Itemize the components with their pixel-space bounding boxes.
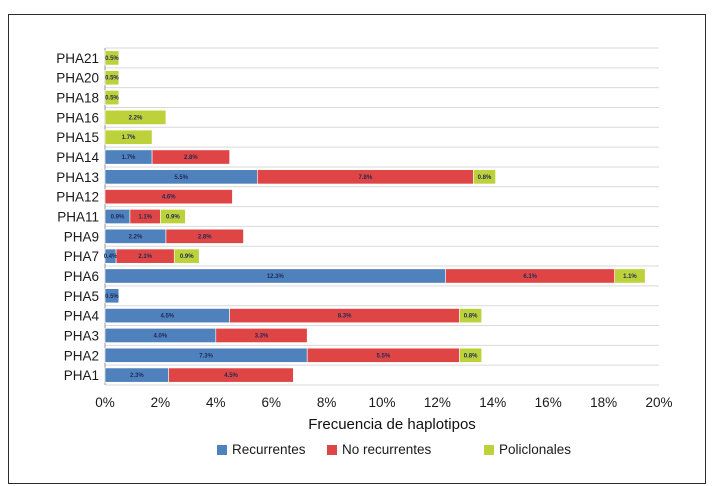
data-label: 3.3%	[255, 333, 269, 339]
data-label: 4.5%	[224, 373, 238, 379]
chart-frame: 0.5% 0.5% 0.5% 2.2% 1.7% 1.7% 2.8% 5.5% 7.8% 0.8%…	[8, 14, 706, 484]
data-label: 2.3%	[130, 373, 144, 379]
category-label: PHA11	[57, 210, 99, 225]
data-label: 0.5%	[105, 294, 119, 300]
legend-swatch	[217, 445, 227, 455]
category-label: PHA5	[64, 289, 99, 304]
data-label: 12.3%	[267, 274, 285, 280]
x-tick-label: 12%	[424, 395, 451, 410]
data-label: 7.8%	[359, 175, 373, 181]
data-label: 4.0%	[154, 333, 168, 339]
data-label: 0.9%	[111, 215, 125, 221]
data-label: 2.8%	[184, 155, 198, 161]
data-label: 2.8%	[198, 234, 212, 240]
bar-area	[104, 50, 646, 383]
data-label: 0.8%	[464, 314, 478, 320]
bar-pha21-policlonales	[104, 50, 120, 66]
legend-label: Recurrentes	[232, 442, 306, 457]
gridlines	[104, 47, 659, 386]
x-tick-label: 18%	[590, 395, 617, 410]
x-tick-label: 14%	[479, 395, 506, 410]
bar-pha20-policlonales	[104, 70, 120, 86]
bar-pha12-no-recurrentes	[104, 189, 233, 205]
category-label: PHA2	[64, 348, 99, 363]
category-label: PHA7	[64, 249, 99, 264]
data-label: 0.4%	[104, 254, 118, 260]
category-label: PHA14	[56, 150, 99, 165]
data-label: 4.6%	[162, 195, 176, 201]
x-tick-label: 4%	[206, 395, 226, 410]
data-label: 6.1%	[523, 274, 537, 280]
data-labels: 0.5% 0.5% 0.5% 2.2% 1.7% 1.7% 2.8% 5.5% 7.8% 0.8%…	[104, 56, 638, 379]
category-label: PHA20	[56, 71, 99, 86]
data-label: 1.7%	[122, 155, 136, 161]
legend-label: No recurrentes	[342, 442, 432, 457]
bar-pha5-recurrentes	[104, 288, 120, 304]
data-label: 2.2%	[129, 234, 143, 240]
x-tick-label: 16%	[535, 395, 562, 410]
data-label: 4.5%	[160, 314, 174, 320]
category-label: PHA6	[64, 269, 99, 284]
category-label: PHA15	[56, 130, 99, 145]
category-label: PHA3	[64, 328, 99, 343]
data-label: 5.5%	[174, 175, 188, 181]
bar-pha3-no-recurrentes	[215, 328, 308, 343]
data-label: 2.2%	[129, 115, 143, 121]
category-label: PHA13	[56, 170, 99, 185]
data-label: 2.1%	[138, 254, 152, 260]
legend-swatch	[327, 445, 337, 455]
data-label: 8.3%	[338, 314, 352, 320]
category-label: PHA16	[56, 110, 99, 125]
data-label: 1.1%	[138, 215, 152, 221]
x-tick-label: 2%	[151, 395, 171, 410]
category-label: PHA4	[64, 309, 100, 324]
category-label: PHA21	[56, 51, 99, 66]
bar-pha15-policlonales	[104, 129, 153, 145]
category-labels: PHA21 PHA20 PHA18 PHA16 PHA15 PHA14 PHA13 PHA12…	[56, 51, 99, 383]
data-label: 0.5%	[105, 96, 119, 102]
data-label: 0.8%	[478, 175, 492, 181]
bar-pha18-policlonales	[104, 90, 120, 105]
category-label: PHA12	[56, 190, 99, 205]
x-tick-label: 0%	[95, 395, 115, 410]
x-tick-label: 8%	[317, 395, 337, 410]
bar-pha11-policlonales	[160, 209, 186, 224]
bar-pha4-policlonales	[459, 308, 483, 324]
bar-pha2-policlonales	[459, 347, 483, 363]
bar-pha13-policlonales	[473, 169, 496, 185]
haplotype-frequency-chart: 0.5% 0.5% 0.5% 2.2% 1.7% 1.7% 2.8% 5.5% 7.8% 0.8%…	[56, 47, 673, 457]
bar-pha9-no-recurrentes	[165, 228, 244, 244]
data-label: 1.1%	[623, 274, 637, 280]
bar-pha14-no-recurrentes	[151, 149, 230, 165]
category-label: PHA9	[64, 229, 99, 244]
legend-swatch	[484, 445, 494, 455]
data-label: 1.7%	[122, 135, 136, 141]
x-tick-label: 10%	[368, 395, 395, 410]
data-label: 0.9%	[166, 215, 180, 221]
x-tick-labels: 0% 2% 4% 6% 8% 10% 12% 14% 16% 18% 20%	[95, 395, 672, 410]
bar-pha1-no-recurrentes	[168, 367, 294, 383]
data-label: 0.9%	[180, 254, 194, 260]
legend: Recurrentes No recurrentes Policlonales	[217, 442, 571, 457]
data-label: 0.5%	[105, 56, 119, 62]
data-label: 5.5%	[377, 353, 391, 359]
data-label: 0.8%	[464, 353, 478, 359]
bar-pha7-policlonales	[173, 248, 200, 264]
data-label: 0.5%	[105, 76, 119, 82]
x-tick-label: 6%	[261, 395, 281, 410]
x-axis-title: Frecuencia de haplotipos	[308, 416, 476, 433]
data-label: 7.3%	[199, 353, 213, 359]
category-label: PHA18	[56, 91, 99, 106]
bar-pha6-policlonales	[614, 268, 646, 284]
x-tick-label: 20%	[645, 395, 672, 410]
bar-pha16-policlonales	[104, 109, 167, 125]
category-label: PHA1	[64, 368, 99, 383]
legend-label: Policlonales	[499, 442, 571, 457]
